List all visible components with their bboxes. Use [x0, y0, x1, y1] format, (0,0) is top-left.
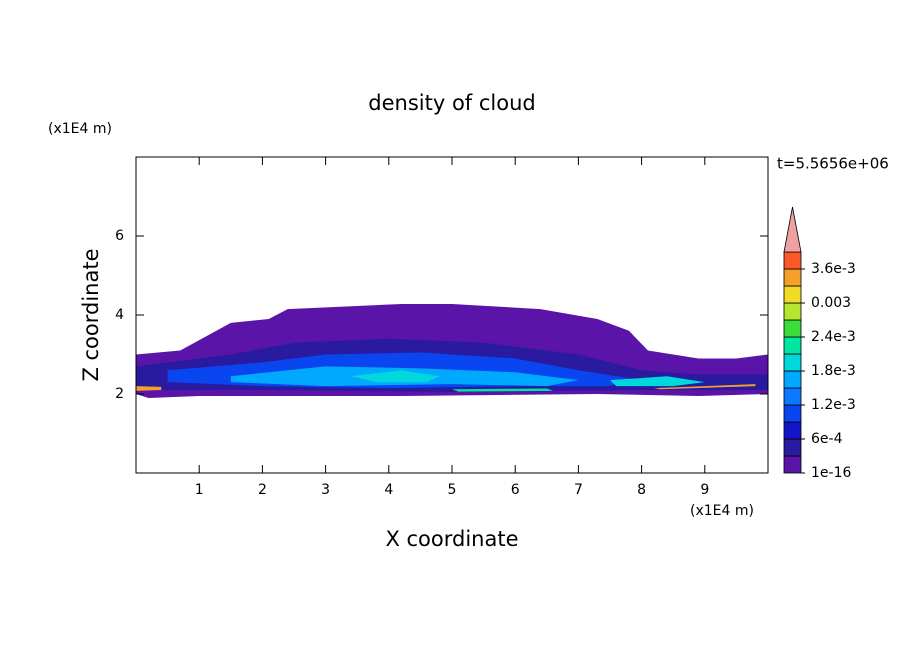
y-tick-label: 2: [115, 386, 124, 402]
colorbar-label: 6e-4: [811, 431, 843, 447]
colorbar-label: 2.4e-3: [811, 329, 856, 345]
chart-title: density of cloud: [368, 91, 535, 115]
colorbar-label: 0.003: [811, 295, 851, 311]
colorbar-band: [783, 370, 802, 389]
contour-region: [452, 388, 554, 392]
colorbar-label: 3.6e-3: [811, 261, 856, 277]
x-tick-label: 2: [258, 482, 267, 498]
plot-area: [136, 303, 768, 398]
colorbar-label: 1e-16: [811, 465, 851, 481]
colorbar-band: [783, 438, 802, 457]
colorbar-band: [783, 387, 802, 406]
x-tick-label: 9: [700, 482, 709, 498]
x-tick-label: 8: [637, 482, 646, 498]
x-tick-label: 4: [384, 482, 393, 498]
colorbar-label: 1.8e-3: [811, 363, 856, 379]
colorbar-band: [783, 455, 802, 474]
contour-region: [350, 370, 440, 383]
x-tick-label: 1: [195, 482, 204, 498]
colorbar-band: [783, 251, 802, 270]
y-axis-label: Z coordinate: [79, 248, 103, 381]
x-unit: (x1E4 m): [690, 503, 754, 519]
y-unit: (x1E4 m): [48, 121, 112, 137]
annotation: t=5.5656e+06: [777, 155, 889, 173]
colorbar-band: [783, 319, 802, 338]
colorbar-label: 1.2e-3: [811, 397, 856, 413]
colorbar-band: [783, 404, 802, 423]
contour-region: [610, 376, 705, 387]
colorbar-band: [783, 336, 802, 355]
colorbar-extension: [783, 206, 802, 253]
x-tick-label: 5: [448, 482, 457, 498]
contour-region: [654, 384, 756, 390]
colorbar-band: [783, 268, 802, 287]
y-tick-label: 6: [115, 228, 124, 244]
contour-region: [136, 386, 162, 391]
colorbar-band: [783, 421, 802, 440]
x-tick-label: 3: [321, 482, 330, 498]
colorbar-band: [783, 302, 802, 321]
colorbar-band: [783, 353, 802, 372]
x-tick-label: 6: [511, 482, 520, 498]
x-axis-label: X coordinate: [385, 527, 518, 551]
y-tick-label: 4: [115, 307, 124, 323]
colorbar-band: [783, 285, 802, 304]
x-tick-label: 7: [574, 482, 583, 498]
